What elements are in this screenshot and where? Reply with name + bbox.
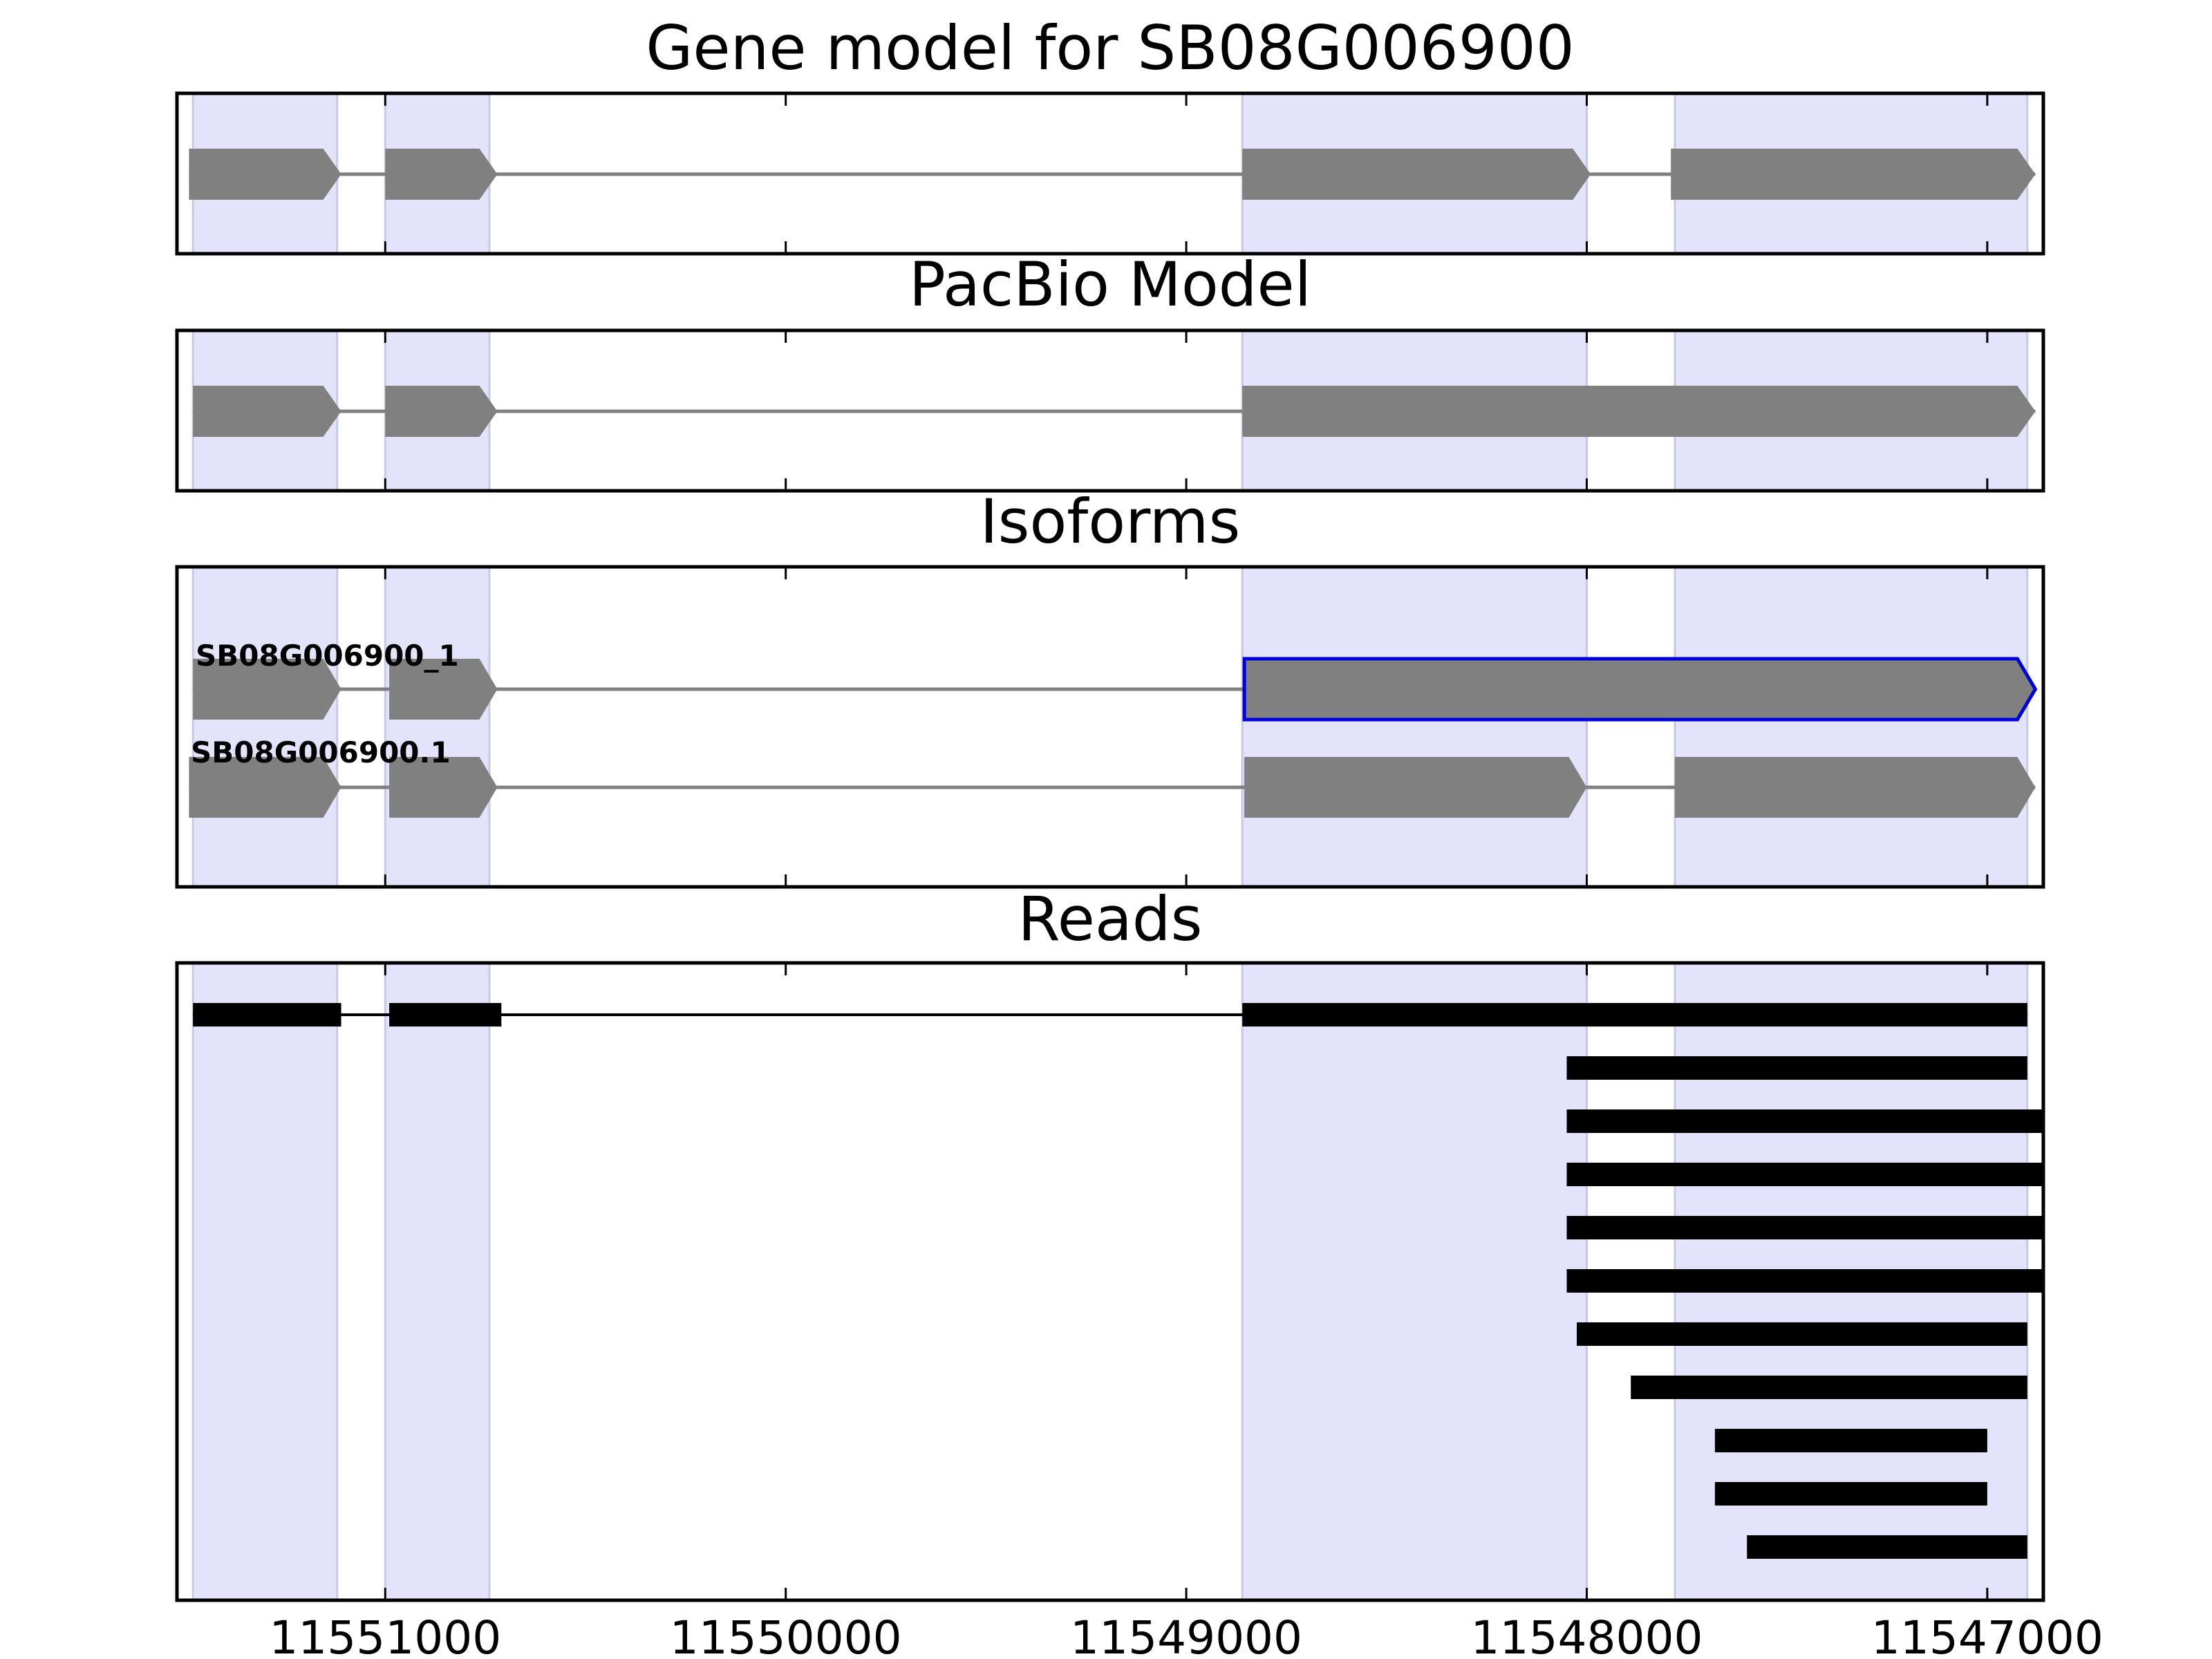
x-tick-label: 11548000 (1471, 1611, 1703, 1659)
read-block (1631, 1376, 2027, 1399)
exon-feature (385, 149, 498, 200)
reads-frame (175, 961, 2045, 1602)
read-block (1577, 1322, 2027, 1346)
exon-feature (1671, 149, 2036, 200)
read-block (389, 1003, 502, 1027)
exon-feature (1242, 386, 2036, 437)
panel-gene-model: Gene model for SB08G006900 (175, 12, 2045, 256)
exon-feature (193, 386, 341, 437)
exon-highlight-band (1674, 565, 2029, 888)
isoform-label-1: SB08G006900_1 (196, 639, 459, 673)
gene-model-frame (175, 91, 2045, 256)
isoform-label-2: SB08G006900.1 (191, 735, 451, 769)
exon-feature (385, 386, 498, 437)
pacbio-model-frame (175, 328, 2045, 493)
reads-title: Reads (1018, 883, 1203, 955)
read-block (1566, 1269, 2043, 1293)
exon-highlight-band (384, 962, 491, 1602)
panel-pacbio-model: PacBio Model (175, 249, 2045, 493)
isoforms-title: Isoforms (980, 486, 1241, 557)
read-block (1566, 1056, 2027, 1080)
read-block (1747, 1535, 2027, 1559)
read-block (1242, 1003, 2027, 1027)
exon-highlight-band (191, 565, 339, 888)
gene-model-title: Gene model for SB08G006900 (646, 12, 1575, 84)
exon-feature (189, 757, 341, 818)
exon-feature (1244, 757, 1587, 818)
exon-highlight-band (1241, 565, 1588, 888)
exon-highlight-band (191, 962, 339, 1602)
read-block (1566, 1216, 2043, 1239)
pacbio-model-title: PacBio Model (909, 249, 1311, 320)
isoforms-frame (175, 565, 2045, 889)
panel-reads: Reads (175, 883, 2045, 1602)
exon-feature (1242, 149, 1591, 200)
x-tick-label: 11551000 (269, 1611, 501, 1659)
exon-feature (193, 659, 341, 720)
read-block (1566, 1109, 2043, 1133)
exon-feature (1674, 757, 2036, 818)
panel-isoforms: Isoforms SB08G006900_1 SB08G006900.1 (175, 486, 2045, 889)
read-block (1566, 1163, 2043, 1186)
x-axis-tick-labels: 11551000 11550000 11549000 11548000 1154… (269, 1611, 2103, 1659)
x-tick-label: 11549000 (1070, 1611, 1302, 1659)
exon-feature (389, 757, 498, 818)
selected-exon-feature (1242, 657, 2038, 722)
read-block (1714, 1429, 1987, 1452)
exon-highlight-band (1241, 962, 1588, 1602)
exon-feature (389, 659, 498, 720)
read-block (193, 1003, 341, 1027)
x-tick-label: 11547000 (1871, 1611, 2103, 1659)
exon-feature (189, 149, 341, 200)
x-tick-label: 11550000 (670, 1611, 902, 1659)
read-block (1714, 1482, 1987, 1506)
exon-highlight-band (384, 565, 491, 888)
